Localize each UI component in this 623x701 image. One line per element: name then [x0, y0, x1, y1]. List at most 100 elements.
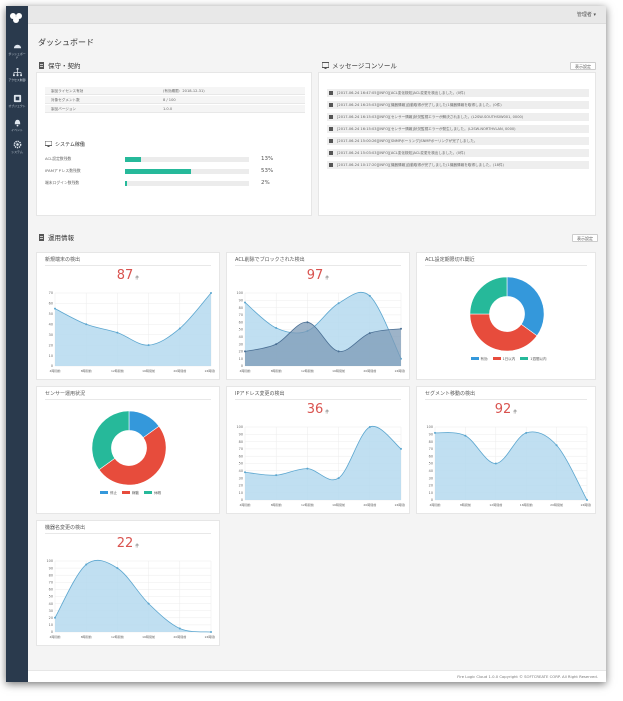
console-message: [2017-06-24 16:47:05][INFO][ACL変化検知]ACL変… — [327, 89, 589, 97]
data-point — [337, 302, 340, 305]
sidebar-item-dashboard[interactable]: ダッシュボード — [6, 42, 28, 60]
maintenance-row: 対象セグメント数 8 / 100 — [45, 96, 305, 104]
progress-fill — [125, 181, 128, 186]
maintenance-row: 製品バージョン 1.0.0 — [45, 105, 305, 113]
x-tick-label: 4時間前 — [50, 368, 61, 373]
maintenance-row: 製品ライセンス有効 (有効期限：2018-12-31) — [45, 87, 305, 95]
x-tick-label: 16時間前 — [142, 634, 155, 639]
app-logo — [10, 13, 22, 23]
data-point — [275, 343, 278, 346]
y-tick-label: 20 — [239, 484, 243, 488]
app-window: ダッシュボード アクセス制御 オブジェクト イベント システム 管理者 ▾ ダッ… — [6, 6, 606, 682]
y-tick-label: 60 — [49, 588, 53, 592]
y-tick-label: 70 — [49, 581, 53, 585]
series-area — [245, 426, 401, 500]
chart-card: 機器名変更の検出 22 件 0 10 20 30 40 50 60 70 80 90 100 4時間前 8時間… — [36, 520, 220, 646]
pie-slice — [506, 276, 545, 337]
data-point — [210, 292, 212, 294]
close-icon[interactable] — [329, 163, 333, 167]
data-point — [275, 327, 278, 330]
y-tick-label: 60 — [49, 302, 53, 306]
series-area — [435, 431, 587, 500]
legend-swatch — [144, 491, 152, 494]
sidebar-item-object[interactable]: オブジェクト — [6, 94, 28, 108]
x-tick-label: 16時間前 — [332, 502, 345, 507]
series-area — [55, 560, 211, 632]
y-tick-label: 50 — [49, 312, 53, 316]
close-icon[interactable] — [329, 127, 333, 131]
y-tick-label: 30 — [49, 609, 53, 613]
y-tick-label: 30 — [239, 476, 243, 480]
y-tick-label: 40 — [429, 469, 433, 473]
chart-card: IPアドレス変更の検出 36 件 0 10 20 30 40 50 60 70 80 90 100 4時間前… — [226, 386, 410, 514]
area-chart: 0 10 20 30 40 50 60 70 80 90 100 4時間前 8時間前 12時間前 16時間前… — [47, 559, 215, 639]
progress-fill — [125, 169, 191, 174]
x-tick-label: 8時間前 — [81, 634, 92, 639]
sitemap-icon — [12, 68, 22, 77]
x-tick-label: 24時間前 — [581, 502, 591, 507]
console-panel: [2017-06-24 16:47:05][INFO][ACL変化検知]ACL変… — [318, 72, 596, 216]
series-area — [55, 293, 211, 366]
sidebar-item-system[interactable]: システム — [6, 140, 28, 154]
close-icon[interactable] — [329, 103, 333, 107]
series-line — [54, 559, 212, 633]
y-tick-label: 20 — [239, 350, 243, 354]
user-menu[interactable]: 管理者 ▾ — [576, 12, 596, 18]
y-tick-label: 0 — [51, 630, 53, 634]
data-point — [368, 426, 371, 428]
count-number: 22 — [116, 536, 134, 551]
data-point — [306, 321, 309, 324]
data-point — [85, 323, 88, 326]
area-chart: 0 10 20 30 40 50 60 70 4時間前 8時間前 12時間前 16時間前 20時間前 24… — [49, 291, 215, 373]
donut-chart — [91, 410, 167, 486]
x-tick-label: 4時間前 — [430, 502, 441, 507]
data-point — [494, 462, 497, 465]
series-line — [244, 425, 402, 481]
count-value: 87 件 — [37, 268, 219, 283]
x-tick-label: 12時間前 — [489, 502, 502, 507]
count-value: 97 件 — [227, 268, 409, 283]
divider — [45, 533, 211, 534]
divider — [45, 399, 211, 400]
maintenance-heading: 保守・契約 — [38, 60, 81, 72]
usage-bar-row: ACL設定数残数 13% — [45, 156, 274, 162]
count-unit: 件 — [325, 409, 330, 414]
chart-title: IPアドレス変更の検出 — [235, 391, 285, 397]
footer: Fire Logic Cloud 1.0.0 Copyright © SOFTC… — [28, 670, 606, 682]
console-settings-button[interactable]: 表示設定 — [570, 62, 596, 70]
data-point — [54, 616, 56, 619]
sidebar-item-event[interactable]: イベント — [6, 118, 28, 132]
chart-legend: 停止 稼動 休暇 — [37, 491, 219, 496]
data-point — [54, 307, 56, 310]
count-number: 87 — [116, 268, 134, 283]
close-icon[interactable] — [329, 115, 333, 119]
sidebar-item-access[interactable]: アクセス制御 — [6, 68, 28, 82]
y-tick-label: 100 — [427, 425, 433, 429]
data-point — [337, 477, 340, 480]
x-tick-label: 8時間前 — [81, 368, 92, 373]
x-tick-label: 24時間前 — [205, 634, 215, 639]
close-icon[interactable] — [329, 91, 333, 95]
sidebar-item-label: オブジェクト — [8, 104, 26, 108]
chart-title: ACL設定期限切れ閾近 — [425, 257, 475, 263]
area-chart: 0 10 20 30 40 50 60 70 80 90 100 4時間前 8時間前 12時間前 16時間前… — [237, 291, 405, 373]
data-point — [244, 350, 246, 353]
chart-card: セグメント移動の検出 92 件 0 10 20 30 40 50 60 70 80 90 100 4時間前 8… — [416, 386, 596, 514]
x-tick-label: 12時間前 — [301, 502, 314, 507]
pie-slice — [469, 313, 538, 352]
data-point — [525, 431, 528, 434]
monitor-icon — [321, 62, 330, 69]
x-tick-label: 12時間前 — [301, 368, 314, 373]
count-unit: 件 — [135, 275, 140, 280]
x-tick-label: 16時間前 — [520, 502, 533, 507]
data-point — [116, 567, 119, 570]
count-unit: 件 — [135, 543, 140, 548]
close-icon[interactable] — [329, 151, 333, 155]
operations-settings-button[interactable]: 表示設定 — [572, 234, 598, 242]
maintenance-panel: 製品ライセンス有効 (有効期限：2018-12-31) 対象セグメント数 8 / 1… — [36, 72, 312, 216]
close-icon[interactable] — [329, 139, 333, 143]
x-tick-label: 24時間前 — [395, 502, 405, 507]
y-tick-label: 70 — [239, 447, 243, 451]
y-tick-label: 80 — [429, 440, 433, 444]
legend-swatch — [122, 491, 130, 494]
